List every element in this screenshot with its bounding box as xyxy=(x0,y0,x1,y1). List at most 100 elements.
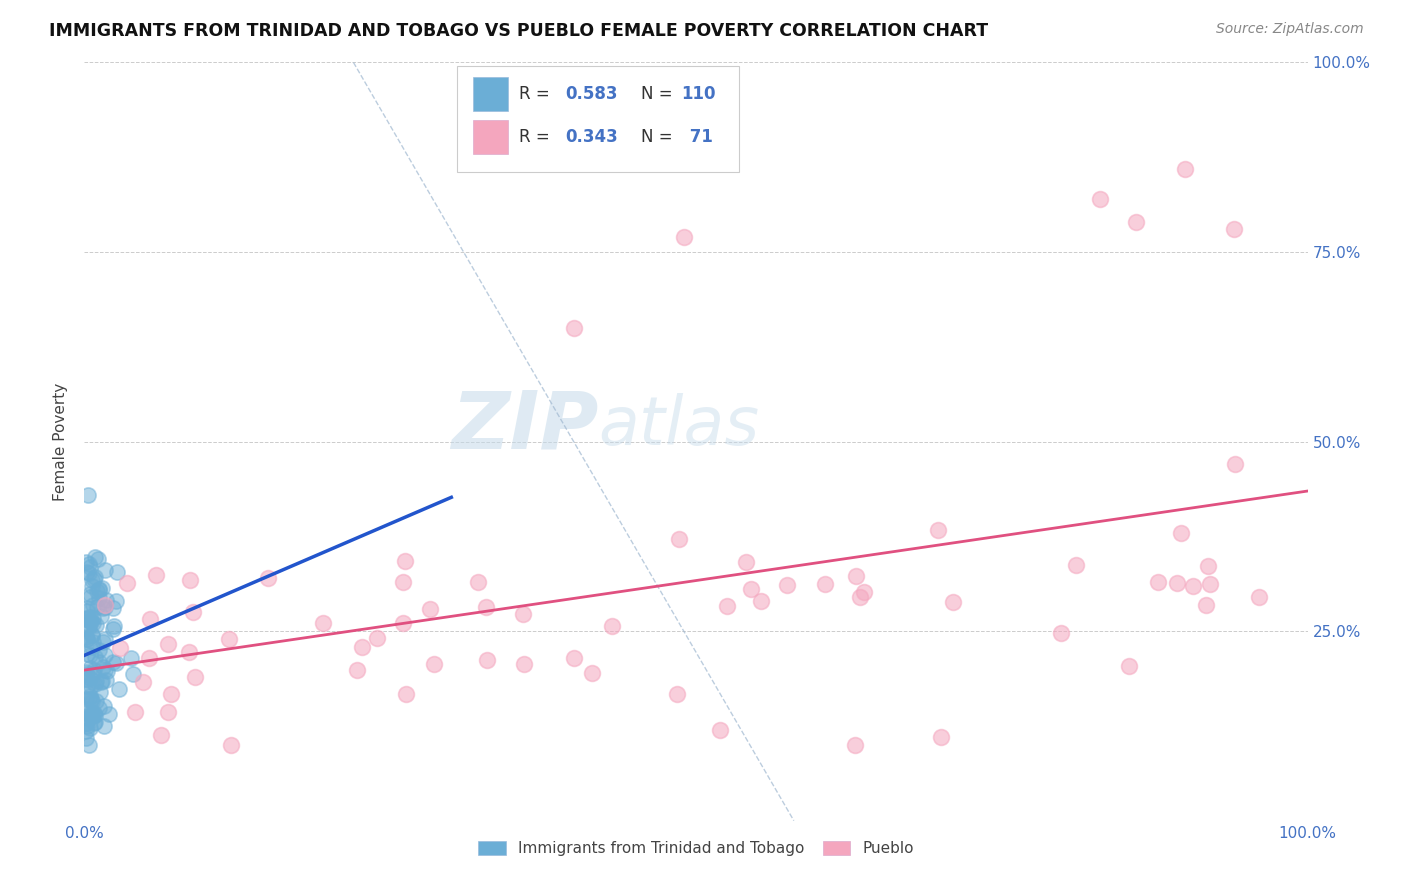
Point xyxy=(84,707,107,722)
Point xyxy=(392,615,415,630)
Point xyxy=(84,549,107,564)
Point xyxy=(1170,526,1192,541)
Point xyxy=(77,619,100,633)
Point xyxy=(150,728,173,742)
Text: ZIP: ZIP xyxy=(451,387,598,466)
Point xyxy=(97,706,120,721)
Point xyxy=(75,673,97,687)
Point xyxy=(512,607,534,621)
Point xyxy=(101,601,124,615)
Text: R =: R = xyxy=(519,128,554,145)
Point xyxy=(93,599,115,614)
Point xyxy=(139,611,162,625)
Text: 0.583: 0.583 xyxy=(565,86,617,103)
Text: 110: 110 xyxy=(682,86,716,103)
Point xyxy=(84,714,107,729)
Point xyxy=(716,599,738,613)
Point xyxy=(76,603,98,617)
Text: Source: ZipAtlas.com: Source: ZipAtlas.com xyxy=(1216,22,1364,37)
Point xyxy=(82,709,104,723)
Point xyxy=(94,664,117,678)
Point xyxy=(366,631,388,645)
Point xyxy=(145,567,167,582)
Point xyxy=(562,650,585,665)
Point xyxy=(477,653,499,667)
Point xyxy=(87,552,110,566)
Point xyxy=(75,555,97,569)
Point xyxy=(75,702,97,716)
Point xyxy=(77,673,100,687)
Text: atlas: atlas xyxy=(598,393,759,459)
Point xyxy=(84,569,107,583)
Point xyxy=(75,620,97,634)
Point xyxy=(82,640,104,654)
Point xyxy=(75,667,97,681)
Point xyxy=(740,582,762,596)
Point xyxy=(82,666,104,681)
Point xyxy=(1225,457,1247,471)
Point xyxy=(87,582,110,597)
Point xyxy=(709,723,731,737)
Point xyxy=(346,664,368,678)
Point xyxy=(96,664,118,678)
Point xyxy=(93,648,115,662)
Point xyxy=(82,574,104,588)
Point xyxy=(1064,558,1087,572)
Point xyxy=(138,651,160,665)
Point xyxy=(79,615,101,630)
Point xyxy=(183,670,205,684)
Point xyxy=(87,655,110,669)
Point xyxy=(183,605,205,619)
Point xyxy=(1181,578,1204,592)
Point xyxy=(422,657,444,671)
Point xyxy=(76,632,98,647)
Point xyxy=(79,648,101,662)
Point xyxy=(103,656,125,670)
Point xyxy=(218,632,240,646)
Point xyxy=(312,616,335,631)
Point xyxy=(1147,575,1170,590)
Point xyxy=(80,692,103,706)
Point xyxy=(93,699,115,714)
Point xyxy=(77,487,100,501)
Point xyxy=(75,665,97,679)
Point xyxy=(89,685,111,699)
Legend: Immigrants from Trinidad and Tobago, Pueblo: Immigrants from Trinidad and Tobago, Pue… xyxy=(472,835,920,863)
Point xyxy=(75,630,97,644)
Point xyxy=(1050,625,1073,640)
Point xyxy=(82,598,104,612)
Point xyxy=(1125,214,1147,228)
Point xyxy=(1197,558,1219,573)
Point xyxy=(86,600,108,615)
Point xyxy=(1166,576,1188,591)
Point xyxy=(257,571,280,585)
Point xyxy=(91,635,114,649)
Point xyxy=(75,731,97,745)
Point xyxy=(91,601,114,615)
Point xyxy=(219,738,242,752)
Point xyxy=(86,583,108,598)
FancyBboxPatch shape xyxy=(474,78,508,112)
Point xyxy=(1118,658,1140,673)
Point xyxy=(82,635,104,649)
FancyBboxPatch shape xyxy=(474,120,508,153)
Point xyxy=(394,554,416,568)
Point xyxy=(1174,161,1197,176)
Point xyxy=(76,601,98,615)
Point xyxy=(105,565,128,579)
Point xyxy=(84,673,107,688)
Point xyxy=(84,694,107,708)
Point xyxy=(419,602,441,616)
Point xyxy=(848,591,870,605)
Point xyxy=(392,574,415,589)
Point xyxy=(672,229,695,244)
Text: N =: N = xyxy=(641,128,678,145)
Point xyxy=(814,577,837,591)
Point xyxy=(75,692,97,706)
Point xyxy=(75,724,97,739)
Point xyxy=(94,563,117,577)
Point xyxy=(77,691,100,706)
Point xyxy=(79,661,101,675)
Point xyxy=(79,706,101,721)
Point xyxy=(82,615,104,630)
